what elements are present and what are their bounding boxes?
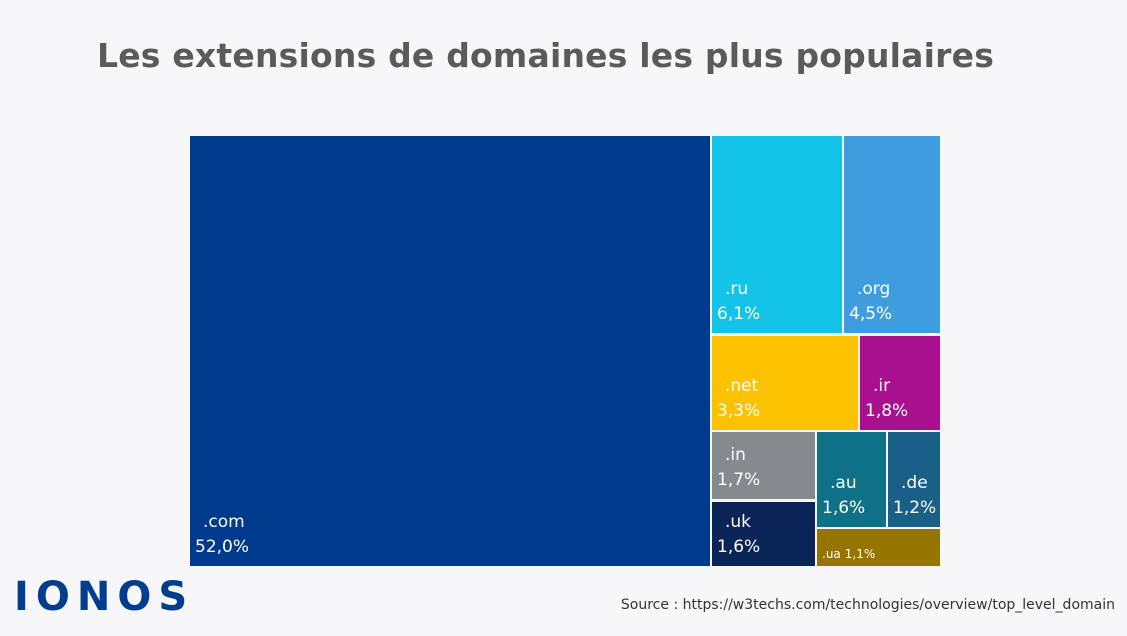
- treemap-tile-org: .org 4,5%: [844, 136, 940, 333]
- tile-domain-label: .uk: [717, 510, 760, 535]
- treemap-tile-uk: .uk 1,6%: [712, 502, 815, 566]
- treemap-tile-com: .com 52,0%: [190, 136, 710, 566]
- treemap: .com 52,0% .ru 6,1% .org 4,5% .net 3,3% .ir 1,8%.…: [0, 0, 1127, 636]
- tile-label: .uk 1,6%: [717, 510, 760, 560]
- tile-label: .ir 1,8%: [865, 374, 908, 424]
- tile-domain-label: .org: [849, 277, 892, 302]
- tile-percent-label: 1,8%: [865, 399, 908, 424]
- tile-percent-label: 1,2%: [893, 496, 936, 521]
- treemap-tile-ru: .ru 6,1%: [712, 136, 842, 333]
- tile-label: .com 52,0%: [195, 510, 249, 560]
- tile-label: .de 1,2%: [893, 471, 936, 521]
- tile-domain-label: .au: [822, 471, 865, 496]
- tile-domain-label: .ru: [717, 277, 760, 302]
- tile-percent-label: 4,5%: [849, 302, 892, 327]
- ionos-logo: IONOS: [14, 574, 194, 620]
- source-text: Source : https://w3techs.com/technologie…: [621, 597, 1115, 613]
- treemap-tile-ua: .ua 1,1%: [817, 529, 940, 566]
- tile-domain-label: .de: [893, 471, 936, 496]
- tile-label: .ua 1,1%: [822, 547, 875, 561]
- tile-domain-label: .ir: [865, 374, 908, 399]
- treemap-tile-de: .de 1,2%: [888, 432, 940, 527]
- treemap-tile-net: .net 3,3%: [712, 336, 858, 430]
- tile-percent-label: 1,1%: [845, 547, 876, 561]
- tile-domain-label: .com: [195, 510, 249, 535]
- tile-percent-label: 52,0%: [195, 535, 249, 560]
- tile-label: .org 4,5%: [849, 277, 892, 327]
- tile-percent-label: 1,6%: [822, 496, 865, 521]
- treemap-tile-in: .in 1,7%: [712, 432, 815, 499]
- tile-label: .in 1,7%: [717, 443, 760, 493]
- tile-percent-label: 6,1%: [717, 302, 760, 327]
- tile-percent-label: 1,6%: [717, 535, 760, 560]
- treemap-tile-au: .au 1,6%: [817, 432, 886, 527]
- tile-domain-label: .in: [717, 443, 760, 468]
- tile-domain-label: .ua: [822, 547, 841, 561]
- tile-label: .net 3,3%: [717, 374, 760, 424]
- tile-label: .au 1,6%: [822, 471, 865, 521]
- tile-domain-label: .net: [717, 374, 760, 399]
- treemap-tile-ir: .ir 1,8%: [860, 336, 940, 430]
- tile-label: .ru 6,1%: [717, 277, 760, 327]
- tile-percent-label: 1,7%: [717, 468, 760, 493]
- tile-percent-label: 3,3%: [717, 399, 760, 424]
